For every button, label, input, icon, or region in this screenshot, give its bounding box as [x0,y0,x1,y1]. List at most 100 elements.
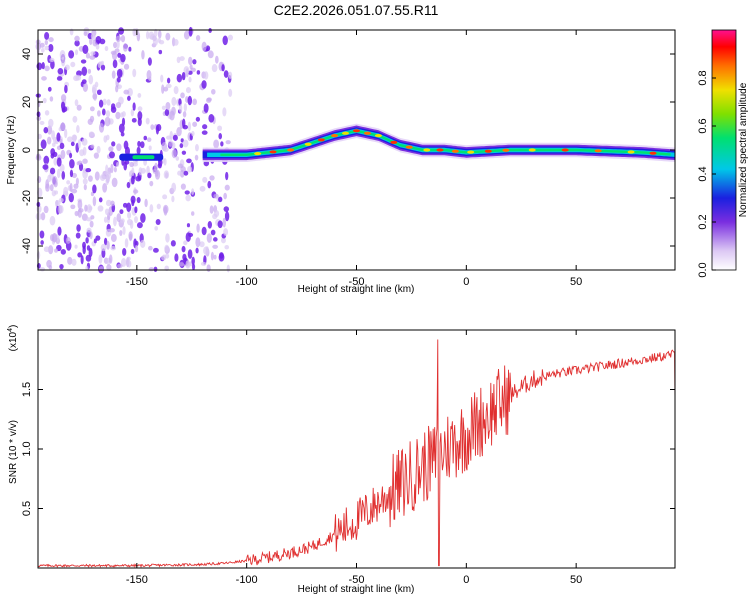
spectrogram-noise-blob [83,31,88,37]
spectrogram-noise-blob [101,108,106,116]
spectrogram-noise-blob [179,143,184,149]
spectrogram-noise-blob [68,50,75,59]
spectrogram-noise-blob [227,34,233,41]
spectrogram-noise-blob [98,122,105,133]
spectrogram-noise-blob [165,83,172,89]
spectrogram-noise-blob [187,249,193,259]
spectrogram-noise-blob [203,71,209,80]
spectrogram-noise-blob [99,174,106,182]
spectrogram-noise-blob [109,254,113,264]
spectrogram-noise-blob [130,108,135,117]
spectrogram-noise-blob [75,232,81,239]
spectrogram-noise-blob [134,244,139,253]
spectrogram-noise-blob [96,145,101,154]
colorbar-tick-label: 0.8 [697,70,709,85]
spectrogram-noise-blob [98,197,103,203]
colorbar-tick-label: 0.0 [697,262,709,277]
spectrogram-noise-blob [44,110,50,116]
spectrogram-noise-blob [223,70,229,78]
spectrogram-noise-blob [59,263,64,270]
snr-x-tick-label: 50 [570,574,582,586]
spectrogram-y-tick-label: 20 [21,96,33,108]
spectrogram-noise-blob [100,60,105,66]
spectrogram-y-tick-label: -20 [21,190,33,206]
spectrogram-noise-blob [93,152,99,159]
spectrogram-noise-blob [72,115,78,123]
colorbar-label: Normalized spectral amplitude [738,82,749,217]
spectrogram-noise-blob [69,152,73,159]
spectrogram-noise-cloud [35,26,233,274]
spectrogram-noise-blob [165,253,170,259]
spectrogram-hot-spot [353,129,360,133]
spectrogram-noise-blob [71,258,77,266]
spectrogram-noise-blob [201,41,207,52]
spectrogram-noise-blob [115,35,122,42]
spectrogram-noise-blob [49,215,56,226]
spectrogram-y-tick-label: 0 [21,147,33,153]
spectrogram-noise-blob [123,140,129,150]
spectrogram-noise-blob [116,161,120,167]
spectrogram-noise-blob [225,171,229,181]
spectrogram-noise-blob [137,106,143,112]
spectrogram-noise-blob [206,233,212,243]
spectrogram-noise-blob [163,86,169,92]
spectrogram-noise-blob [149,204,154,213]
spectrogram-noise-blob [191,188,195,195]
colorbar-ticks: 0.0 0.2 0.4 0.6 0.8 [697,70,716,278]
spectrogram-noise-blob [113,41,118,49]
spectrogram-noise-blob [46,136,52,145]
spectrogram-noise-blob [183,103,187,112]
spectrogram-noise-blob [89,37,93,45]
spectrogram-noise-blob [40,139,47,150]
spectrogram-noise-blob [145,31,150,40]
spectrogram-noise-blob [161,105,166,111]
spectrogram-noise-blob [173,39,179,46]
spectrogram-noise-blob [90,144,95,149]
spectrogram-hot-spot [390,140,398,144]
spectrogram-noise-blob [59,205,64,214]
spectrogram-noise-blob [108,146,114,152]
spectrogram-noise-blob [195,237,201,248]
spectrogram-noise-blob [169,130,173,141]
spectrogram-noise-blob [106,264,112,271]
spectrogram-noise-blob [96,89,102,96]
spectrogram-noise-blob [80,59,87,64]
spectrogram-noise-blob [217,125,223,132]
spectrogram-noise-blob [64,84,68,94]
spectrogram-noise-blob [212,237,218,242]
spectrogram-noise-blob [105,110,111,118]
snr-x-tick-label: -100 [236,574,258,586]
spectrogram-noise-blob [185,232,191,242]
spectrogram-noise-blob [44,39,48,46]
spectrogram-noise-blob [178,104,183,113]
spectrogram-noise-blob [153,28,158,38]
spectrogram-noise-blob [222,35,228,46]
spectrogram-noise-blob [59,49,66,60]
spectrogram-hot-spot [304,142,312,146]
spectrogram-x-tick-label: 0 [463,276,469,288]
snr-multiplier-exp: 4 [7,328,14,332]
spectrogram-noise-blob [137,111,143,121]
spectrogram-noise-blob [89,220,94,228]
spectrogram-noise-blob [105,199,112,207]
spectrogram-noise-blob [104,208,110,216]
spectrogram-noise-blob [117,52,122,58]
spectrogram-noise-blob [56,168,61,179]
spectrogram-hot-spot [484,149,492,153]
spectrogram-noise-blob [123,63,130,70]
spectrogram-noise-blob [129,161,135,168]
spectrogram-noise-blob [103,135,108,143]
spectrogram-noise-blob [57,226,62,236]
spectrogram-x-tick-label: -150 [126,276,148,288]
spectrogram-noise-blob [69,169,74,178]
spectrogram-noise-blob [98,99,104,108]
spectrogram-noise-blob [81,79,87,84]
spectrogram-noise-blob [35,212,42,221]
spectrogram-noise-blob [171,182,177,193]
spectrogram-noise-blob [188,26,193,37]
colorbar-gradient [711,29,737,271]
spectrogram-noise-blob [170,240,176,247]
spectrogram-noise-blob [122,202,128,208]
spectrogram-noise-blob [166,77,171,84]
spectrogram-noise-blob [51,232,58,243]
